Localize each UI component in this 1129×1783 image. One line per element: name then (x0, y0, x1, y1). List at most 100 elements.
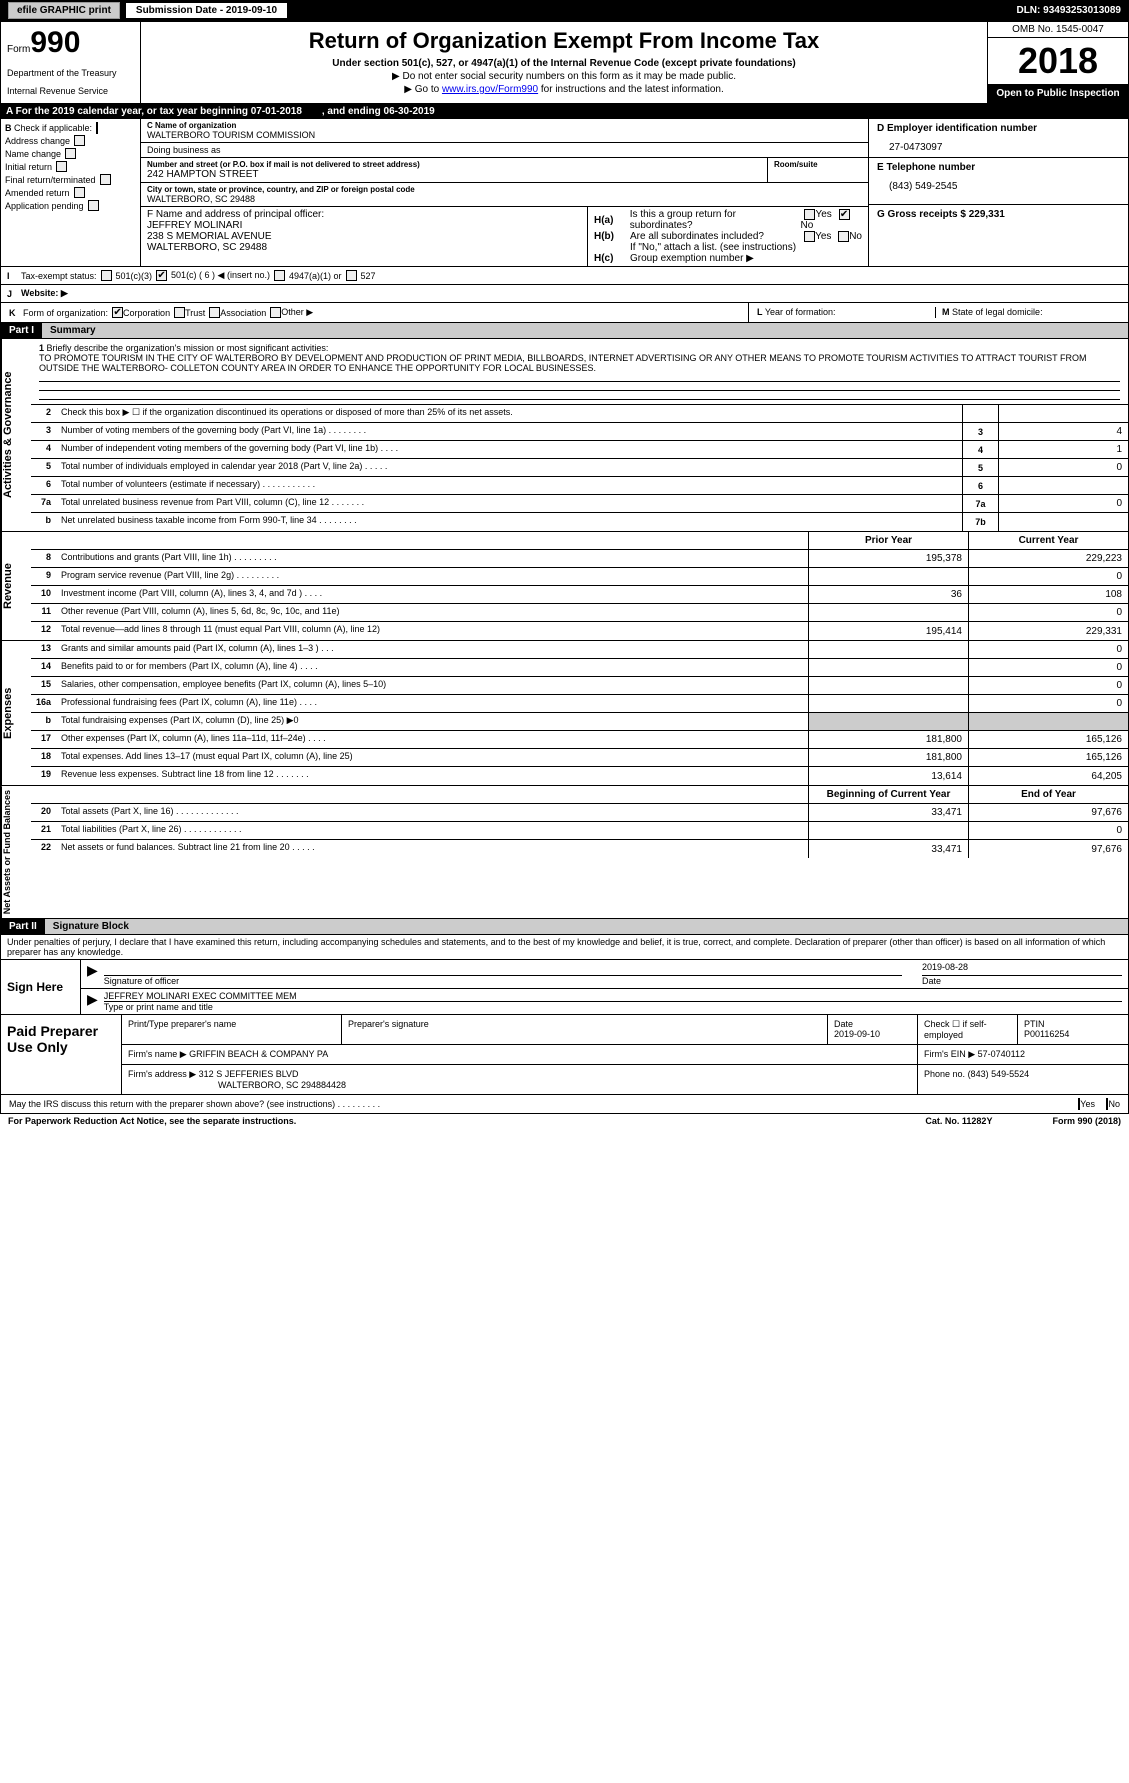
ein: 27-0473097 (869, 138, 1128, 157)
line-item: 11Other revenue (Part VIII, column (A), … (31, 604, 1128, 622)
city-state-zip: WALTERBORO, SC 29488 (147, 194, 862, 204)
note-link: ▶ Go to www.irs.gov/Form990 for instruct… (147, 84, 981, 95)
line-item: 9Program service revenue (Part VIII, lin… (31, 568, 1128, 586)
footer: For Paperwork Reduction Act Notice, see … (0, 1114, 1129, 1128)
line-item: 17Other expenses (Part IX, column (A), l… (31, 731, 1128, 749)
firm-addr1: 312 S JEFFERIES BLVD (199, 1069, 299, 1079)
line-item: 4Number of independent voting members of… (31, 441, 1128, 459)
line-item: bNet unrelated business taxable income f… (31, 513, 1128, 531)
line-item: 3Number of voting members of the governi… (31, 423, 1128, 441)
checkbox[interactable] (270, 307, 281, 318)
arrow-icon: ▶ (87, 991, 98, 1012)
checkbox[interactable] (101, 270, 112, 281)
open-to-public: Open to Public Inspection (988, 84, 1128, 103)
section-netassets: Net Assets or Fund Balances Beginning of… (0, 786, 1129, 919)
firm-addr2: WALTERBORO, SC 294884428 (218, 1080, 346, 1090)
arrow-icon: ▶ (87, 962, 98, 986)
line-item: 20Total assets (Part X, line 16) . . . .… (31, 804, 1128, 822)
city-label: City or town, state or province, country… (147, 185, 862, 194)
checkbox[interactable] (839, 209, 850, 220)
line-item: 12Total revenue—add lines 8 through 11 (… (31, 622, 1128, 640)
addr-label: Number and street (or P.O. box if mail i… (147, 160, 761, 169)
checkbox[interactable] (112, 307, 123, 318)
side-label-expenses: Expenses (1, 641, 31, 785)
checkbox[interactable] (156, 270, 167, 281)
checkbox[interactable] (804, 231, 815, 242)
checkbox[interactable] (838, 231, 849, 242)
section-revenue: Revenue Prior Year Current Year 8Contrib… (0, 532, 1129, 641)
checkbox[interactable] (174, 307, 185, 318)
line-item: 15Salaries, other compensation, employee… (31, 677, 1128, 695)
phone: (843) 549-2545 (869, 177, 1128, 196)
checkbox[interactable] (804, 209, 815, 220)
ein-label: D Employer identification number (869, 119, 1128, 138)
org-name: WALTERBORO TOURISM COMMISSION (147, 130, 862, 140)
dept-irs: Internal Revenue Service (7, 86, 134, 96)
dln: DLN: 93493253013089 (1016, 5, 1121, 16)
line-item: 22Net assets or fund balances. Subtract … (31, 840, 1128, 858)
dept-treasury: Department of the Treasury (7, 68, 134, 78)
line-item: 18Total expenses. Add lines 13–17 (must … (31, 749, 1128, 767)
f-label: F Name and address of principal officer: (147, 209, 581, 220)
line-item: 13Grants and similar amounts paid (Part … (31, 641, 1128, 659)
form-header: Form990 Department of the Treasury Inter… (0, 21, 1129, 104)
row-a: A For the 2019 calendar year, or tax yea… (0, 104, 1129, 119)
checkbox[interactable] (88, 200, 99, 211)
discuss-row: May the IRS discuss this return with the… (0, 1095, 1129, 1114)
part1-header: Part I Summary (0, 323, 1129, 339)
officer-addr: 238 S MEMORIAL AVENUE (147, 231, 581, 242)
row-k: K Form of organization: Corporation Trus… (0, 303, 1129, 323)
line-item: 10Investment income (Part VIII, column (… (31, 586, 1128, 604)
part2-header: Part II Signature Block (0, 919, 1129, 935)
sign-section: Sign Here ▶ Signature of officer 2019-08… (0, 960, 1129, 1015)
col-b: B Check if applicable: Address changeNam… (1, 119, 141, 266)
note-ssn: ▶ Do not enter social security numbers o… (147, 71, 981, 82)
line-item: 21Total liabilities (Part X, line 26) . … (31, 822, 1128, 840)
preparer-section: Paid Preparer Use Only Print/Type prepar… (0, 1015, 1129, 1095)
line-item: 2Check this box ▶ ☐ if the organization … (31, 405, 1128, 423)
phone-label: E Telephone number (869, 157, 1128, 177)
officer-city: WALTERBORO, SC 29488 (147, 242, 581, 253)
checkbox[interactable] (209, 307, 220, 318)
name-label: C Name of organization (147, 121, 862, 130)
mission-desc: TO PROMOTE TOURISM IN THE CITY OF WALTER… (39, 353, 1087, 373)
line-item: bTotal fundraising expenses (Part IX, co… (31, 713, 1128, 731)
penalty-statement: Under penalties of perjury, I declare th… (0, 935, 1129, 960)
checkbox[interactable] (74, 187, 85, 198)
side-label-governance: Activities & Governance (1, 339, 31, 531)
top-bar: efile GRAPHIC print Submission Date - 20… (0, 0, 1129, 21)
dba-label: Doing business as (147, 145, 862, 155)
firm-phone: (843) 549-5524 (968, 1069, 1030, 1079)
form-title: Return of Organization Exempt From Incom… (147, 28, 981, 54)
checkbox[interactable] (74, 135, 85, 146)
officer-sig-name: JEFFREY MOLINARI EXEC COMMITTEE MEM (104, 991, 1122, 1002)
checkbox[interactable] (100, 174, 111, 185)
row-j: J Website: ▶ (0, 285, 1129, 303)
room-label: Room/suite (774, 160, 862, 169)
side-label-revenue: Revenue (1, 532, 31, 640)
row-i: I Tax-exempt status: 501(c)(3) 501(c) ( … (0, 267, 1129, 285)
checkbox[interactable] (346, 270, 357, 281)
irs-link[interactable]: www.irs.gov/Form990 (442, 84, 538, 95)
firm-ein: 57-0740112 (978, 1049, 1025, 1059)
section-expenses: Expenses 13Grants and similar amounts pa… (0, 641, 1129, 786)
gross-receipts: G Gross receipts $ 229,331 (877, 209, 1005, 220)
checkbox[interactable] (56, 161, 67, 172)
line-item: 19Revenue less expenses. Subtract line 1… (31, 767, 1128, 785)
checkbox[interactable] (65, 148, 76, 159)
form-number: 990 (30, 26, 80, 59)
line-item: 5Total number of individuals employed in… (31, 459, 1128, 477)
line-item: 14Benefits paid to or for members (Part … (31, 659, 1128, 677)
paid-preparer-label: Paid Preparer Use Only (1, 1015, 121, 1094)
line-item: 16aProfessional fundraising fees (Part I… (31, 695, 1128, 713)
checkbox[interactable] (96, 122, 98, 134)
checkbox[interactable] (274, 270, 285, 281)
efile-button[interactable]: efile GRAPHIC print (8, 2, 120, 19)
col-c: C Name of organization WALTERBORO TOURIS… (141, 119, 868, 266)
sign-here-label: Sign Here (1, 960, 81, 1014)
ptin: P00116254 (1024, 1029, 1069, 1039)
omb-number: OMB No. 1545-0047 (988, 22, 1128, 38)
header-grid: B Check if applicable: Address changeNam… (0, 119, 1129, 267)
prep-date: 2019-09-10 (834, 1029, 880, 1039)
submission-date: Submission Date - 2019-09-10 (126, 3, 287, 18)
